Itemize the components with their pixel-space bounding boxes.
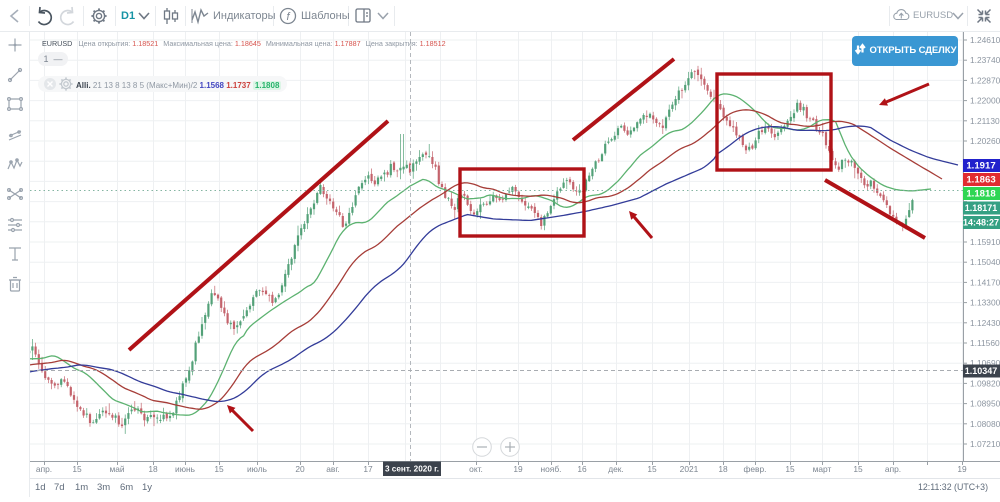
svg-text:1.15040: 1.15040: [970, 257, 1000, 267]
svg-text:17: 17: [363, 464, 373, 474]
svg-text:1.22000: 1.22000: [970, 96, 1000, 106]
svg-text:15: 15: [214, 464, 224, 474]
svg-text:19: 19: [957, 464, 967, 474]
svg-text:15: 15: [647, 464, 657, 474]
svg-text:нояб.: нояб.: [541, 464, 562, 474]
svg-text:1.08950: 1.08950: [970, 399, 1000, 409]
svg-text:1.12430: 1.12430: [970, 318, 1000, 328]
svg-text:1.23740: 1.23740: [970, 55, 1000, 65]
svg-text:15: 15: [785, 464, 795, 474]
svg-text:1.11560: 1.11560: [970, 338, 1000, 348]
svg-text:1.08080: 1.08080: [970, 419, 1000, 429]
svg-text:18: 18: [718, 464, 728, 474]
svg-text:19: 19: [513, 464, 523, 474]
svg-text:3 сент. 2020 г.: 3 сент. 2020 г.: [385, 465, 439, 474]
svg-text:1.14170: 1.14170: [970, 277, 1000, 287]
svg-text:15: 15: [72, 464, 82, 474]
svg-text:1.10690: 1.10690: [970, 358, 1000, 368]
svg-text:июнь: июнь: [175, 464, 196, 474]
svg-text:1.10347: 1.10347: [965, 366, 998, 376]
svg-text:1.20260: 1.20260: [970, 136, 1000, 146]
svg-text:f: f: [286, 11, 290, 23]
svg-text:2021: 2021: [680, 464, 699, 474]
svg-text:1.21130: 1.21130: [970, 116, 1000, 126]
svg-text:18: 18: [148, 464, 158, 474]
svg-text:авг.: авг.: [326, 464, 339, 474]
svg-text:1.15910: 1.15910: [970, 237, 1000, 247]
svg-text:окт.: окт.: [469, 464, 483, 474]
svg-text:15: 15: [853, 464, 863, 474]
svg-text:1.06340: 1.06340: [970, 459, 1000, 469]
svg-text:1.1863: 1.1863: [966, 175, 995, 186]
svg-text:20: 20: [295, 464, 305, 474]
svg-text:апр.: апр.: [885, 464, 901, 474]
svg-text:1.09820: 1.09820: [970, 378, 1000, 388]
svg-text:1.1917: 1.1917: [966, 161, 995, 172]
svg-text:16: 16: [577, 464, 587, 474]
svg-text:июль: июль: [247, 464, 268, 474]
svg-text:1.24610: 1.24610: [970, 35, 1000, 45]
svg-text:1.07210: 1.07210: [970, 439, 1000, 449]
svg-text:дек.: дек.: [608, 464, 624, 474]
svg-text:1.13300: 1.13300: [970, 298, 1000, 308]
svg-text:апр.: апр.: [36, 464, 52, 474]
svg-text:14:48:27: 14:48:27: [963, 218, 999, 228]
svg-text:май: май: [109, 464, 124, 474]
svg-text:март: март: [813, 464, 832, 474]
svg-text:1.1818: 1.1818: [966, 189, 996, 200]
svg-text:февр.: февр.: [744, 464, 767, 474]
svg-text:1.22870: 1.22870: [970, 75, 1000, 85]
svg-text:1.18171: 1.18171: [965, 203, 998, 213]
